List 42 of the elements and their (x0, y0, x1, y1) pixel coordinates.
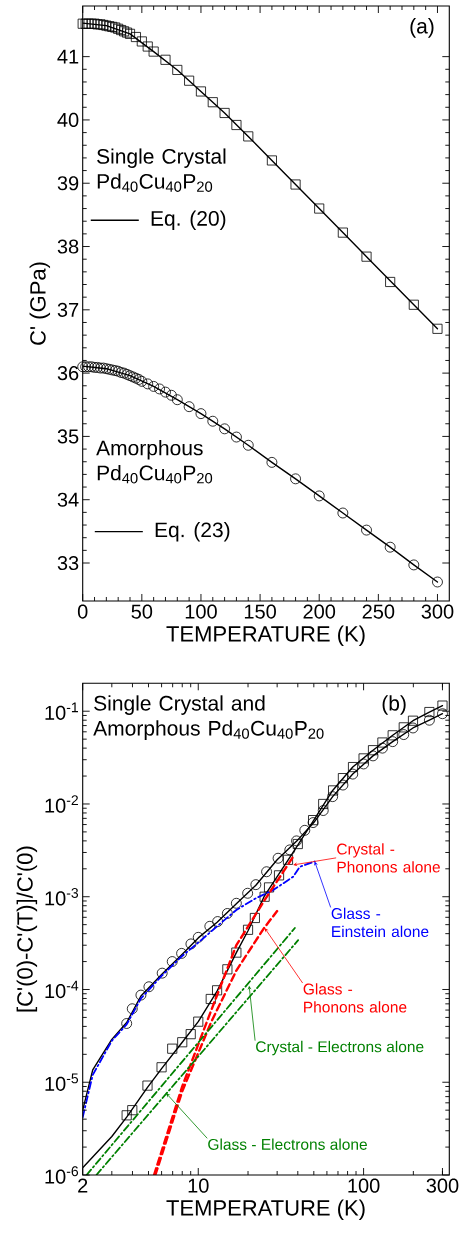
annotation: Glass - Einstein alone (331, 907, 429, 938)
x-tick-label: 0 (77, 604, 88, 619)
text: Single Crystal and Amorphous Pd$_{40}$Cu$_{40}$P$_{20}$ (93, 695, 324, 740)
x-tick-label: 2 (78, 1178, 88, 1193)
y-tick-label: 34 (57, 492, 79, 507)
y-tick-label: 38 (57, 239, 79, 254)
x-tick-label: 150 (244, 604, 276, 619)
annotation: (a) (410, 18, 434, 38)
legend-label: Eq. (20) (151, 210, 226, 230)
annotation: Single Crystal Pd$_{40}$Cu$_{40}$P$_{20}$ (97, 148, 226, 192)
y-tick-label: 10$^{-3}$ (45, 887, 79, 906)
x-tick-label: 250 (362, 604, 395, 619)
annotation: (b) (382, 695, 406, 715)
y-tick-label: 39 (57, 176, 79, 191)
y-tick-label: 10$^{-1}$ (45, 702, 78, 720)
y-tick-label: 10$^{-4}$ (45, 980, 79, 999)
y-tick-label: 41 (57, 49, 79, 64)
y-tick-label: 35 (57, 429, 79, 444)
x-tick-label: 50 (131, 604, 153, 619)
y-tick-label: 10$^{-6}$ (45, 1166, 79, 1184)
y-tick-label: 40 (57, 112, 79, 128)
annotation: Crystal - Phonons alone (337, 843, 440, 873)
x-tick-label: 300 (426, 1178, 459, 1193)
annotation: Crystal - Electrons alone (256, 1040, 424, 1056)
x-tick-label: 200 (303, 604, 336, 619)
x-axis-title: TEMPERATURE (K) (166, 625, 365, 647)
annotation: Glass - Phonons alone (303, 983, 407, 1013)
y-tick-label: 10$^{-5}$ (45, 1073, 79, 1091)
annotation: Glass - Electrons alone (208, 1138, 367, 1150)
x-tick-label: 10 (188, 1178, 209, 1193)
x-tick-label: 300 (421, 604, 454, 619)
x-axis-title: TEMPERATURE (K) (166, 1199, 365, 1221)
x-tick-label: 100 (348, 1178, 380, 1193)
legend-label: Eq. (23) (155, 521, 230, 542)
y-tick-label: 33 (57, 555, 79, 571)
y-tick-label: 10$^{-2}$ (45, 795, 78, 813)
y-tick-label: 37 (57, 302, 79, 317)
y-axis-title: C' (GPa) (29, 262, 51, 345)
x-tick-label: 100 (185, 604, 217, 619)
y-tick-label: 36 (57, 366, 79, 381)
y-axis-title: [C'(0)-C'(T)]/C'(0) (16, 846, 38, 1012)
annotation: Amorphous Pd$_{40}$Cu$_{40}$P$_{20}$ (96, 439, 213, 484)
